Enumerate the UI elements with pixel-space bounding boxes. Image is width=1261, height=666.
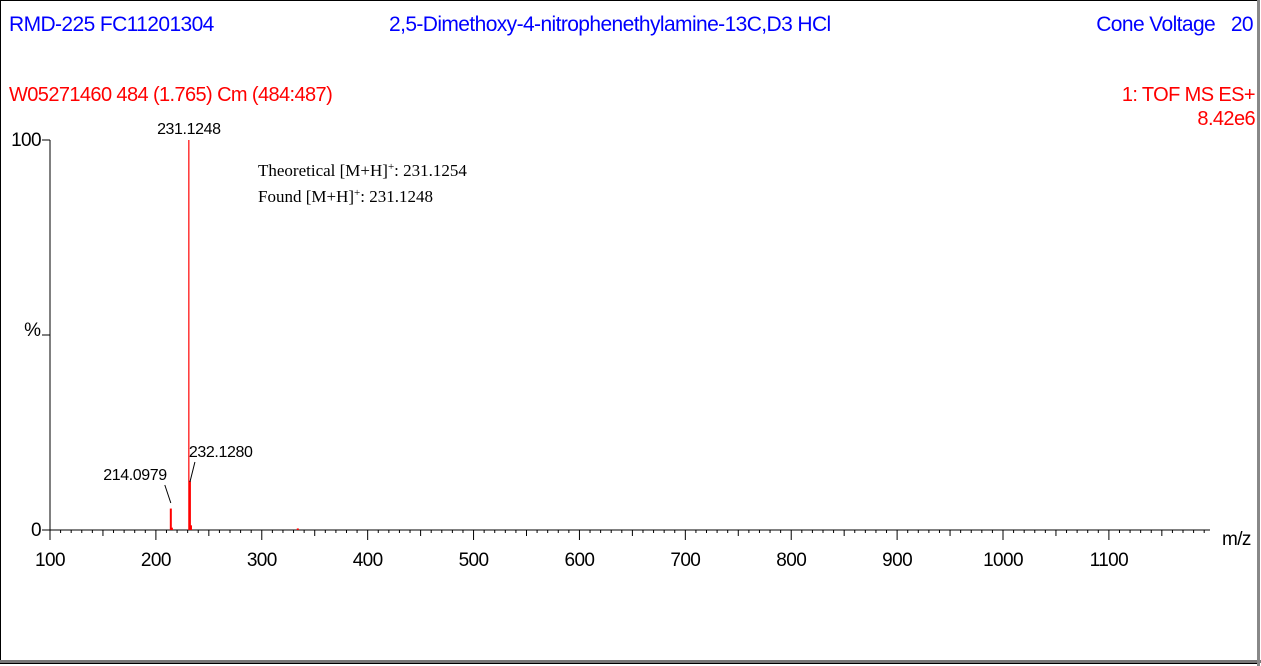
y-axis-label: % [24, 320, 41, 341]
peak-label-231: 231.1248 [157, 121, 221, 138]
x-tick-label: 200 [141, 550, 171, 571]
x-ticks: 100 200 300 400 500 600 700 800 900 1000 1100 [35, 530, 1205, 571]
x-tick-label: 100 [35, 550, 65, 571]
peak-leader-214 [164, 484, 172, 504]
x-tick-label: 400 [353, 550, 383, 571]
peaks [169, 140, 299, 530]
x-tick-label: 300 [247, 550, 277, 571]
peak-labels: 231.1248 232.1280 214.0979 [103, 121, 253, 504]
x-tick-label: 500 [459, 550, 489, 571]
peak-label-214: 214.0979 [103, 467, 167, 484]
frame-shadow-bottom [0, 660, 1261, 663]
cone-voltage: Cone Voltage 20 [1096, 13, 1253, 36]
theoretical-annotation: Theoretical [M+H]+: 231.1254 [258, 161, 467, 180]
intensity-scale: 8.42e6 [1197, 108, 1255, 130]
compound-name: 2,5-Dimethoxy-4-nitrophenethylamine-13C,… [389, 13, 831, 36]
x-tick-label: 800 [776, 550, 806, 571]
peak-label-232: 232.1280 [189, 444, 253, 461]
axes: 0 100% m/z [11, 130, 1251, 550]
y-tick-label: 100 [11, 130, 41, 151]
frame-shadow-right [1257, 0, 1260, 666]
found-annotation: Found [M+H]+: 231.1248 [258, 187, 433, 206]
x-axis-label: m/z [1222, 529, 1251, 550]
x-tick-label: 900 [882, 550, 912, 571]
sample-id: RMD-225 FC11201304 [9, 13, 214, 36]
x-tick-label: 700 [670, 550, 700, 571]
scan-info: W05271460 484 (1.765) Cm (484:487) [9, 84, 333, 106]
ms-mode: 1: TOF MS ES+ [1121, 84, 1256, 106]
y-tick-label: 0 [31, 520, 41, 541]
x-tick-label: 1100 [1090, 550, 1128, 571]
x-tick-label: 1000 [983, 550, 1023, 571]
peak-leader-232 [189, 461, 196, 483]
x-tick-label: 600 [564, 550, 594, 571]
